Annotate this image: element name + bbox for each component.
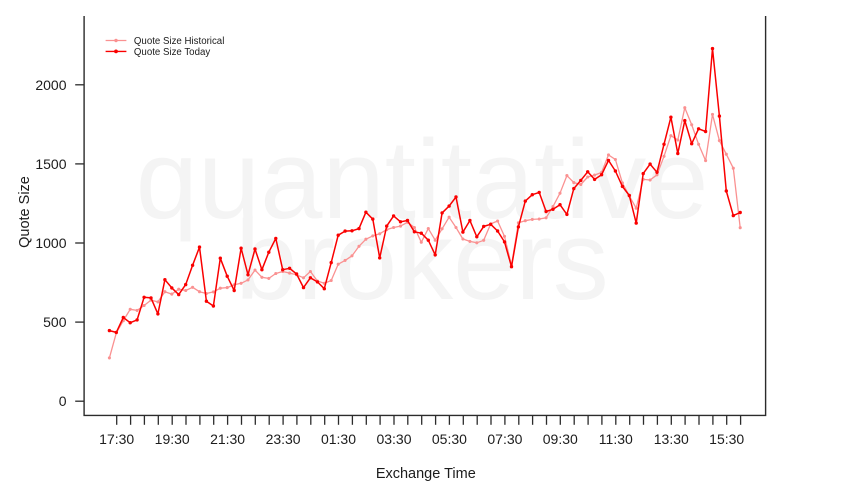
svg-text:0: 0	[59, 393, 67, 409]
svg-text:17:30: 17:30	[99, 431, 134, 447]
svg-text:Quote Size: Quote Size	[17, 176, 33, 248]
svg-text:21:30: 21:30	[210, 431, 245, 447]
svg-text:19:30: 19:30	[155, 431, 190, 447]
svg-text:23:30: 23:30	[266, 431, 301, 447]
svg-text:1500: 1500	[35, 156, 66, 172]
svg-text:2000: 2000	[35, 77, 66, 93]
svg-text:quantitative: quantitative	[136, 117, 709, 242]
svg-text:03:30: 03:30	[376, 431, 411, 447]
svg-text:05:30: 05:30	[432, 431, 467, 447]
svg-text:01:30: 01:30	[321, 431, 356, 447]
svg-text:Quote Size Today: Quote Size Today	[134, 47, 210, 58]
svg-text:13:30: 13:30	[654, 431, 689, 447]
svg-text:1000: 1000	[35, 235, 66, 251]
svg-text:11:30: 11:30	[599, 431, 633, 447]
svg-text:Quote Size Historical: Quote Size Historical	[134, 36, 224, 47]
svg-text:brokers: brokers	[235, 198, 608, 323]
svg-text:07:30: 07:30	[487, 431, 522, 447]
svg-text:15:30: 15:30	[709, 431, 744, 447]
svg-text:09:30: 09:30	[543, 431, 578, 447]
svg-text:500: 500	[43, 314, 67, 330]
svg-text:Exchange Time: Exchange Time	[376, 466, 476, 482]
